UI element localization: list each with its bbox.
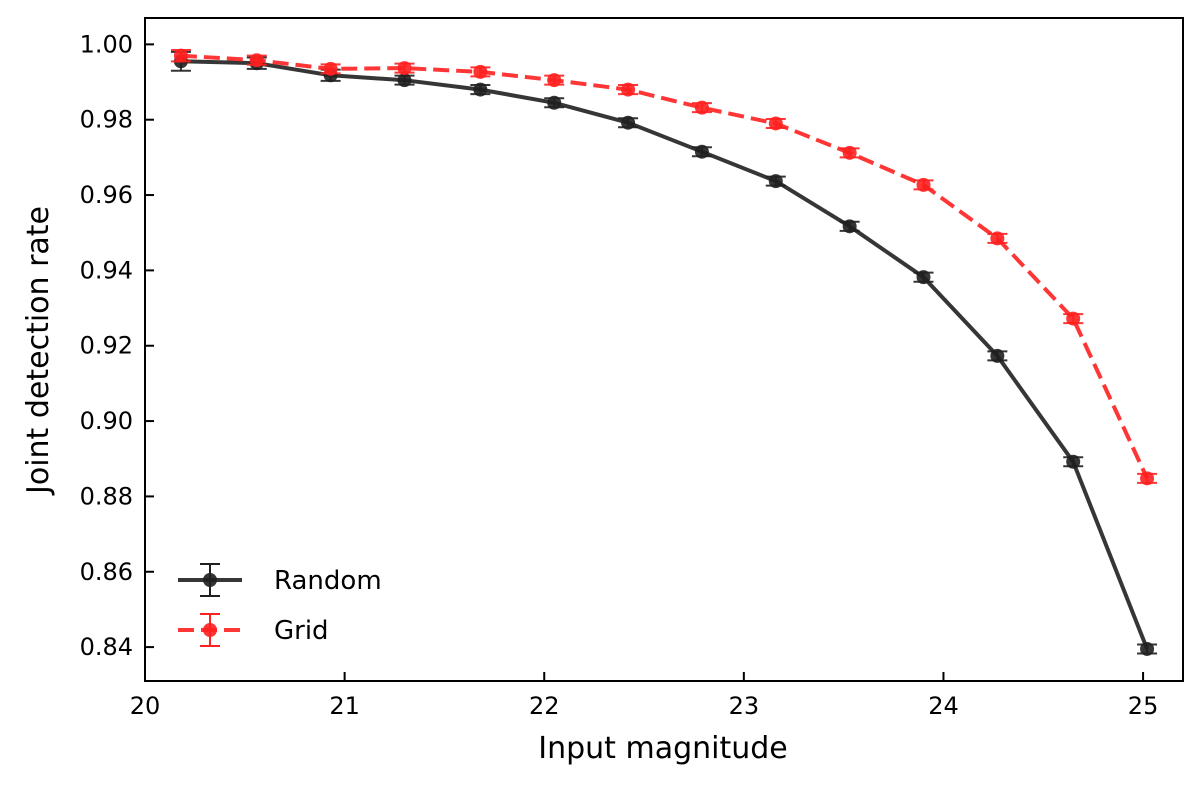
- y-tick-label: 0.94: [80, 256, 133, 284]
- x-tick-label: 20: [130, 692, 161, 720]
- y-tick-label: 0.84: [80, 633, 133, 661]
- data-point-grid: [249, 53, 264, 68]
- x-axis-label: Input magnitude: [538, 731, 788, 766]
- y-tick-label: 0.88: [80, 482, 133, 510]
- y-axis-label: Joint detection rate: [21, 206, 56, 496]
- x-tick-label: 25: [1128, 692, 1159, 720]
- series-layer: [170, 48, 1158, 656]
- legend-marker-random: [203, 573, 217, 587]
- data-point-grid: [768, 116, 783, 131]
- data-point-random: [621, 115, 636, 130]
- data-point-grid: [1066, 311, 1081, 326]
- data-point-random: [1140, 641, 1155, 656]
- data-point-random: [842, 219, 857, 234]
- data-point-random: [916, 270, 931, 285]
- data-point-grid: [990, 231, 1005, 246]
- legend-label-grid: Grid: [274, 616, 329, 646]
- legend-entry-grid: Grid: [178, 613, 329, 647]
- series-line-grid: [180, 53, 1149, 480]
- y-tick-label: 0.92: [80, 332, 133, 360]
- legend-entry-random: Random: [178, 563, 382, 597]
- y-tick-label: 0.96: [80, 181, 133, 209]
- data-point-random: [473, 82, 488, 97]
- data-point-random: [547, 95, 562, 110]
- legend-label-random: Random: [274, 566, 382, 596]
- x-tick-label: 23: [729, 692, 760, 720]
- x-tick-label: 22: [529, 692, 560, 720]
- data-point-random: [990, 348, 1005, 363]
- y-tick-label: 0.90: [80, 407, 133, 435]
- data-point-grid: [397, 61, 412, 76]
- y-tick-label: 0.98: [80, 106, 133, 134]
- y-tick-label: 1.00: [80, 30, 133, 58]
- data-point-random: [694, 144, 709, 159]
- x-tick-label: 21: [329, 692, 360, 720]
- data-point-grid: [173, 48, 188, 63]
- data-point-random: [1066, 454, 1081, 469]
- axes-layer: 20 21 22 23 24 25 0.84 0.86 0.88 0.90 0.92 0.94 0.96…: [80, 17, 1184, 720]
- data-point-random: [768, 174, 783, 189]
- y-tick-label: 0.86: [80, 558, 133, 586]
- data-point-grid: [323, 61, 338, 76]
- data-point-grid: [842, 145, 857, 160]
- data-point-grid: [694, 100, 709, 115]
- plot-frame: [144, 17, 1184, 682]
- data-point-grid: [621, 82, 636, 97]
- data-point-grid: [473, 64, 488, 79]
- legend: Random Grid: [178, 563, 382, 647]
- data-point-grid: [916, 177, 931, 192]
- series-line-random: [180, 59, 1149, 650]
- data-point-grid: [1140, 471, 1155, 486]
- data-point-random: [397, 73, 412, 88]
- series-grid: [170, 48, 1158, 486]
- legend-marker-grid: [203, 623, 217, 637]
- x-tick-label: 24: [928, 692, 959, 720]
- data-point-grid: [547, 73, 562, 88]
